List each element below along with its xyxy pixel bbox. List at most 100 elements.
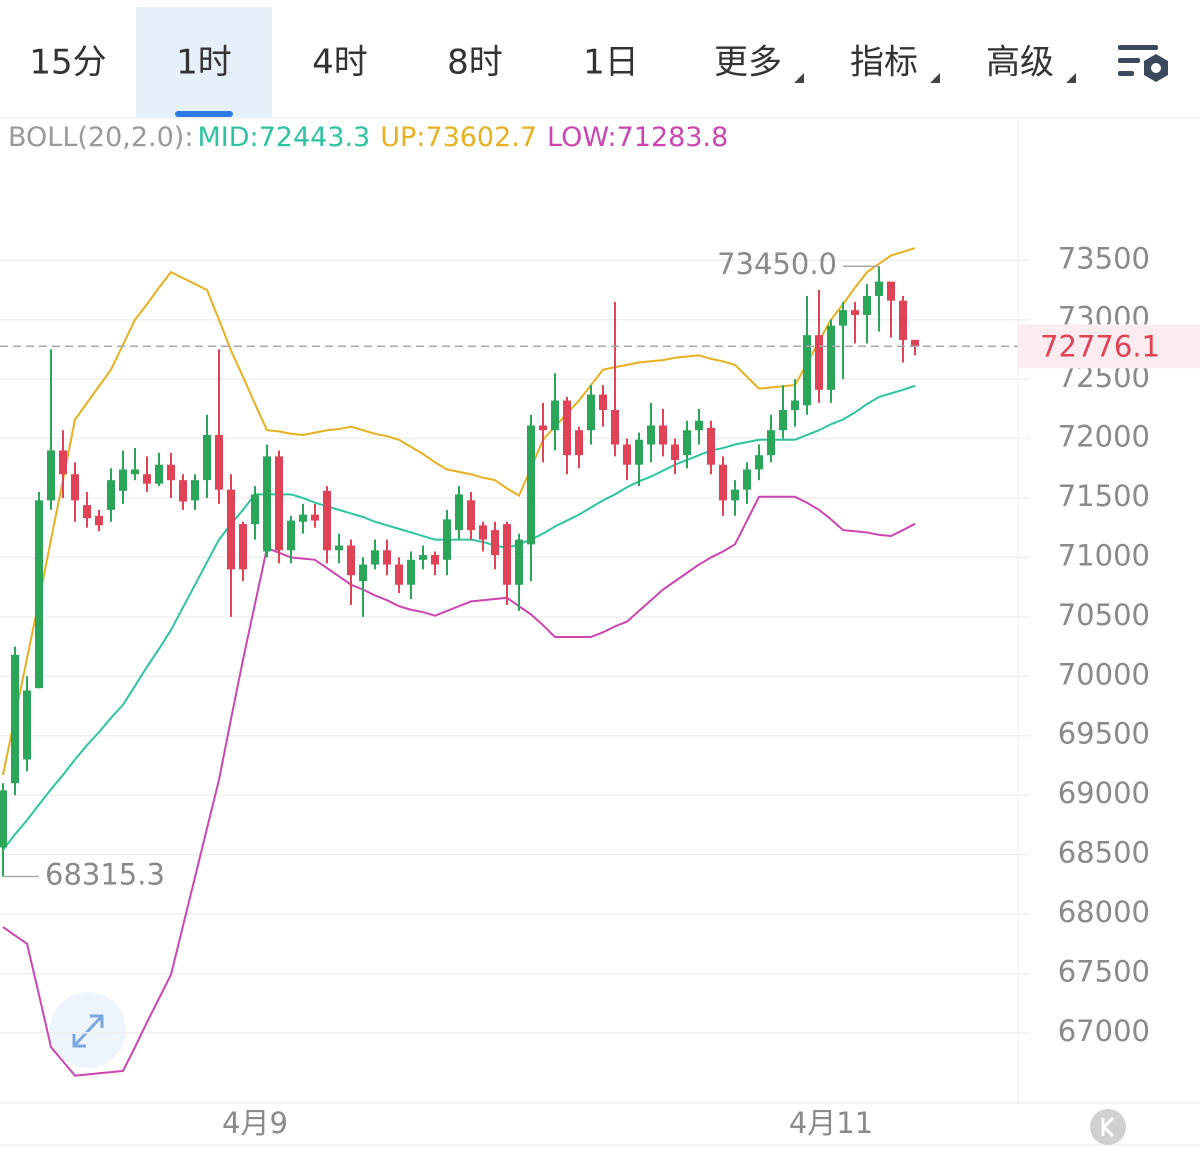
y-tick-label: 71000 xyxy=(1058,538,1150,572)
candle-body xyxy=(299,514,307,522)
candle-body xyxy=(143,474,151,484)
y-tick-label: 72000 xyxy=(1058,420,1150,454)
candle-body xyxy=(671,444,679,460)
y-tick-label: 70000 xyxy=(1058,657,1150,691)
candle-body xyxy=(251,494,259,525)
candle-body xyxy=(359,564,367,582)
tab[interactable]: 高级 xyxy=(986,43,1054,83)
last-price-box xyxy=(1018,324,1200,369)
tab[interactable]: 更多 xyxy=(714,43,782,83)
y-tick-label: 67500 xyxy=(1058,954,1150,988)
candle-body xyxy=(95,515,103,526)
candle-body xyxy=(911,339,919,347)
back-button[interactable] xyxy=(1090,1109,1126,1145)
candle-body xyxy=(383,550,391,565)
candle-body xyxy=(311,514,319,521)
boll-line xyxy=(2,247,916,776)
candle-body xyxy=(539,425,547,431)
candle-body xyxy=(551,400,559,431)
candle-body xyxy=(899,300,907,340)
dropdown-caret xyxy=(930,73,940,83)
y-tick-label: 71500 xyxy=(1058,479,1150,513)
candle-body xyxy=(347,545,355,576)
last-price-label: 72776.1 xyxy=(1040,329,1160,363)
candle-body xyxy=(191,480,199,501)
candle-body xyxy=(623,444,631,465)
candle-body xyxy=(275,456,283,551)
indicator-name: BOLL(20,2.0): xyxy=(8,122,193,153)
candle-body xyxy=(155,464,163,484)
y-tick-label: 69500 xyxy=(1058,717,1150,751)
candle-body xyxy=(455,494,463,531)
candle-body xyxy=(707,427,715,465)
candle-body xyxy=(131,469,139,475)
candle-body xyxy=(431,555,439,565)
indicator-header: BOLL(20,2.0): MID:72443.3 UP:73602.7 LOW:71… xyxy=(8,122,728,153)
tab[interactable]: 15分 xyxy=(29,43,106,83)
candle-body xyxy=(527,425,535,545)
candle-body xyxy=(743,469,751,490)
annotation-label: 68315.3 xyxy=(45,858,165,892)
candle-body xyxy=(611,410,619,445)
y-tick-label: 70500 xyxy=(1058,598,1150,632)
candle-body xyxy=(335,545,343,551)
boll-line xyxy=(2,495,916,1077)
candle-body xyxy=(323,490,331,551)
y-tick-label: 73500 xyxy=(1058,241,1150,275)
annotation-label: 73450.0 xyxy=(717,247,837,281)
candle-body xyxy=(863,295,871,315)
candle-body xyxy=(227,489,235,570)
candle-body xyxy=(815,335,823,390)
dropdown-caret xyxy=(1066,73,1076,83)
candle-body xyxy=(719,464,727,501)
candle-body xyxy=(47,450,55,501)
candle-body xyxy=(563,400,571,456)
tab[interactable]: 1日 xyxy=(583,43,639,83)
settings-icon[interactable] xyxy=(1118,45,1168,82)
candle-body xyxy=(239,524,247,570)
candle-body xyxy=(35,500,43,689)
y-tick-label: 68500 xyxy=(1058,836,1150,870)
candle-body xyxy=(791,400,799,411)
tab[interactable]: 1时 xyxy=(176,43,232,83)
candle-body xyxy=(119,469,127,491)
y-tick-label: 69000 xyxy=(1058,776,1150,810)
candle-body xyxy=(695,420,703,431)
x-tick-label: 4月11 xyxy=(789,1106,873,1140)
candle-body xyxy=(71,474,79,501)
candle-body xyxy=(479,525,487,540)
candle-body xyxy=(887,281,895,301)
candle-body xyxy=(179,480,187,502)
candle-body xyxy=(23,690,31,760)
candle-body xyxy=(287,520,295,551)
candle-body xyxy=(779,410,787,431)
candle-body xyxy=(515,539,523,585)
candle-body xyxy=(683,430,691,456)
candle-body xyxy=(635,439,643,465)
candle-body xyxy=(851,310,859,315)
candle-body xyxy=(11,654,19,784)
candle-body xyxy=(647,425,655,445)
expand-icon[interactable] xyxy=(50,992,126,1068)
candle-body xyxy=(203,434,211,481)
tab[interactable]: 指标 xyxy=(850,43,918,83)
candle-body xyxy=(407,559,415,585)
candle-body xyxy=(107,480,115,510)
candle-body xyxy=(467,500,475,531)
tab[interactable]: 4时 xyxy=(312,43,368,83)
candle-body xyxy=(767,430,775,456)
tab-underline xyxy=(175,111,233,117)
tab-selected-bg xyxy=(136,7,272,118)
y-tick-label: 67000 xyxy=(1058,1014,1150,1048)
tab[interactable]: 8时 xyxy=(447,43,503,83)
legend-entry: LOW:71283.8 xyxy=(547,122,728,153)
candle-body xyxy=(827,325,835,390)
candle-body xyxy=(491,530,499,556)
candle-body xyxy=(503,524,511,585)
candle-body xyxy=(875,281,883,296)
boll-line xyxy=(2,384,916,851)
candle-body xyxy=(263,456,271,552)
candle-body xyxy=(575,430,583,456)
candle-body xyxy=(587,394,595,431)
candle-body xyxy=(755,455,763,470)
